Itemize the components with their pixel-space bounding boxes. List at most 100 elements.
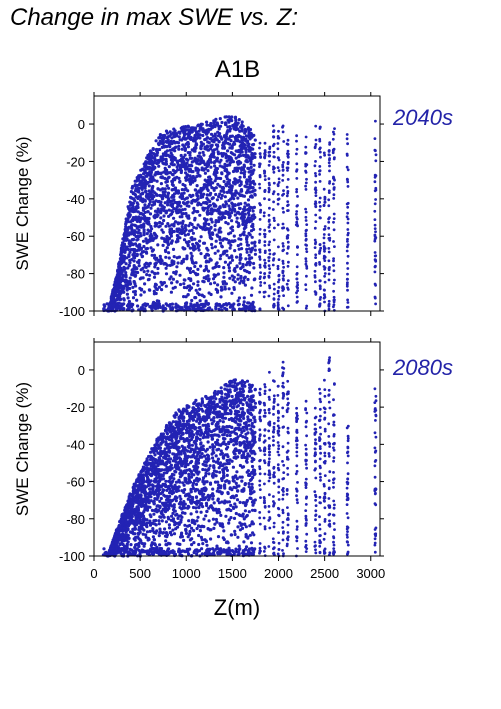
data-point bbox=[183, 153, 187, 157]
data-point bbox=[246, 277, 250, 282]
data-point bbox=[117, 280, 121, 284]
data-point bbox=[332, 295, 336, 299]
data-point bbox=[286, 166, 290, 170]
data-point bbox=[243, 225, 247, 229]
data-point bbox=[287, 260, 290, 264]
data-point bbox=[327, 161, 331, 165]
data-point bbox=[246, 417, 250, 422]
data-point bbox=[247, 166, 251, 171]
data-point bbox=[165, 184, 169, 188]
data-point bbox=[327, 233, 331, 237]
data-point bbox=[179, 210, 183, 214]
data-point bbox=[314, 160, 317, 163]
data-point bbox=[185, 481, 189, 485]
data-point bbox=[327, 198, 331, 202]
data-point bbox=[373, 202, 377, 206]
data-point bbox=[286, 154, 290, 158]
data-point bbox=[304, 288, 308, 291]
data-point bbox=[161, 152, 165, 156]
data-point bbox=[267, 177, 271, 181]
data-point bbox=[199, 146, 203, 150]
data-point bbox=[216, 144, 220, 148]
data-point bbox=[346, 211, 349, 215]
data-point bbox=[148, 212, 153, 216]
data-point bbox=[167, 165, 171, 169]
data-point bbox=[156, 302, 160, 306]
data-point bbox=[231, 205, 235, 209]
data-point bbox=[159, 155, 163, 159]
data-point bbox=[286, 240, 290, 244]
data-point bbox=[272, 257, 276, 260]
data-point bbox=[327, 250, 331, 254]
data-point bbox=[263, 272, 266, 275]
data-point bbox=[152, 512, 156, 516]
data-point bbox=[210, 231, 215, 235]
data-point bbox=[158, 254, 162, 258]
data-point bbox=[155, 222, 159, 226]
data-point bbox=[218, 184, 222, 188]
data-point bbox=[196, 210, 200, 214]
data-point bbox=[314, 205, 318, 209]
data-point bbox=[235, 169, 239, 173]
data-point bbox=[230, 184, 234, 188]
data-point bbox=[258, 152, 262, 156]
data-point bbox=[286, 169, 289, 172]
data-point bbox=[282, 192, 285, 196]
data-point bbox=[200, 166, 204, 170]
data-point bbox=[305, 163, 309, 167]
data-point bbox=[128, 276, 132, 280]
data-point bbox=[304, 262, 308, 266]
data-point bbox=[272, 170, 276, 174]
data-point bbox=[179, 204, 183, 208]
data-point bbox=[183, 233, 187, 237]
data-point bbox=[142, 228, 146, 232]
data-point bbox=[328, 143, 331, 146]
data-point bbox=[180, 231, 184, 236]
data-point bbox=[233, 127, 237, 131]
data-point bbox=[241, 303, 246, 307]
data-point bbox=[216, 283, 220, 287]
data-point bbox=[111, 295, 115, 299]
data-point bbox=[259, 281, 263, 284]
data-point bbox=[175, 256, 179, 260]
data-point bbox=[221, 420, 225, 424]
data-point bbox=[226, 149, 230, 153]
data-point bbox=[113, 282, 118, 286]
data-point bbox=[228, 433, 232, 438]
data-point bbox=[159, 141, 164, 145]
data-point bbox=[231, 207, 235, 211]
data-point bbox=[346, 301, 350, 304]
data-point bbox=[295, 152, 298, 156]
data-point bbox=[247, 482, 251, 486]
data-point bbox=[185, 128, 189, 132]
data-point bbox=[285, 142, 289, 146]
data-point bbox=[263, 240, 267, 244]
data-point bbox=[121, 307, 125, 311]
data-point bbox=[245, 181, 249, 185]
data-point bbox=[243, 131, 247, 135]
data-point bbox=[173, 285, 177, 289]
data-point bbox=[305, 228, 308, 232]
data-point bbox=[328, 236, 332, 240]
data-point bbox=[243, 483, 247, 487]
data-point bbox=[211, 456, 215, 460]
data-point bbox=[170, 172, 174, 176]
data-point bbox=[197, 248, 201, 252]
data-point bbox=[194, 142, 198, 146]
data-point bbox=[198, 437, 202, 441]
data-point bbox=[115, 297, 119, 301]
data-point bbox=[226, 163, 230, 167]
data-point bbox=[157, 519, 161, 523]
data-point bbox=[304, 260, 308, 263]
data-point bbox=[141, 200, 145, 204]
data-point bbox=[143, 206, 147, 210]
data-point bbox=[273, 219, 276, 223]
data-point bbox=[116, 269, 120, 273]
data-point bbox=[224, 210, 228, 214]
data-point bbox=[243, 503, 248, 508]
data-point bbox=[184, 240, 189, 244]
data-point bbox=[228, 208, 232, 212]
data-point bbox=[295, 212, 298, 216]
data-point bbox=[245, 401, 249, 405]
data-point bbox=[236, 525, 240, 529]
